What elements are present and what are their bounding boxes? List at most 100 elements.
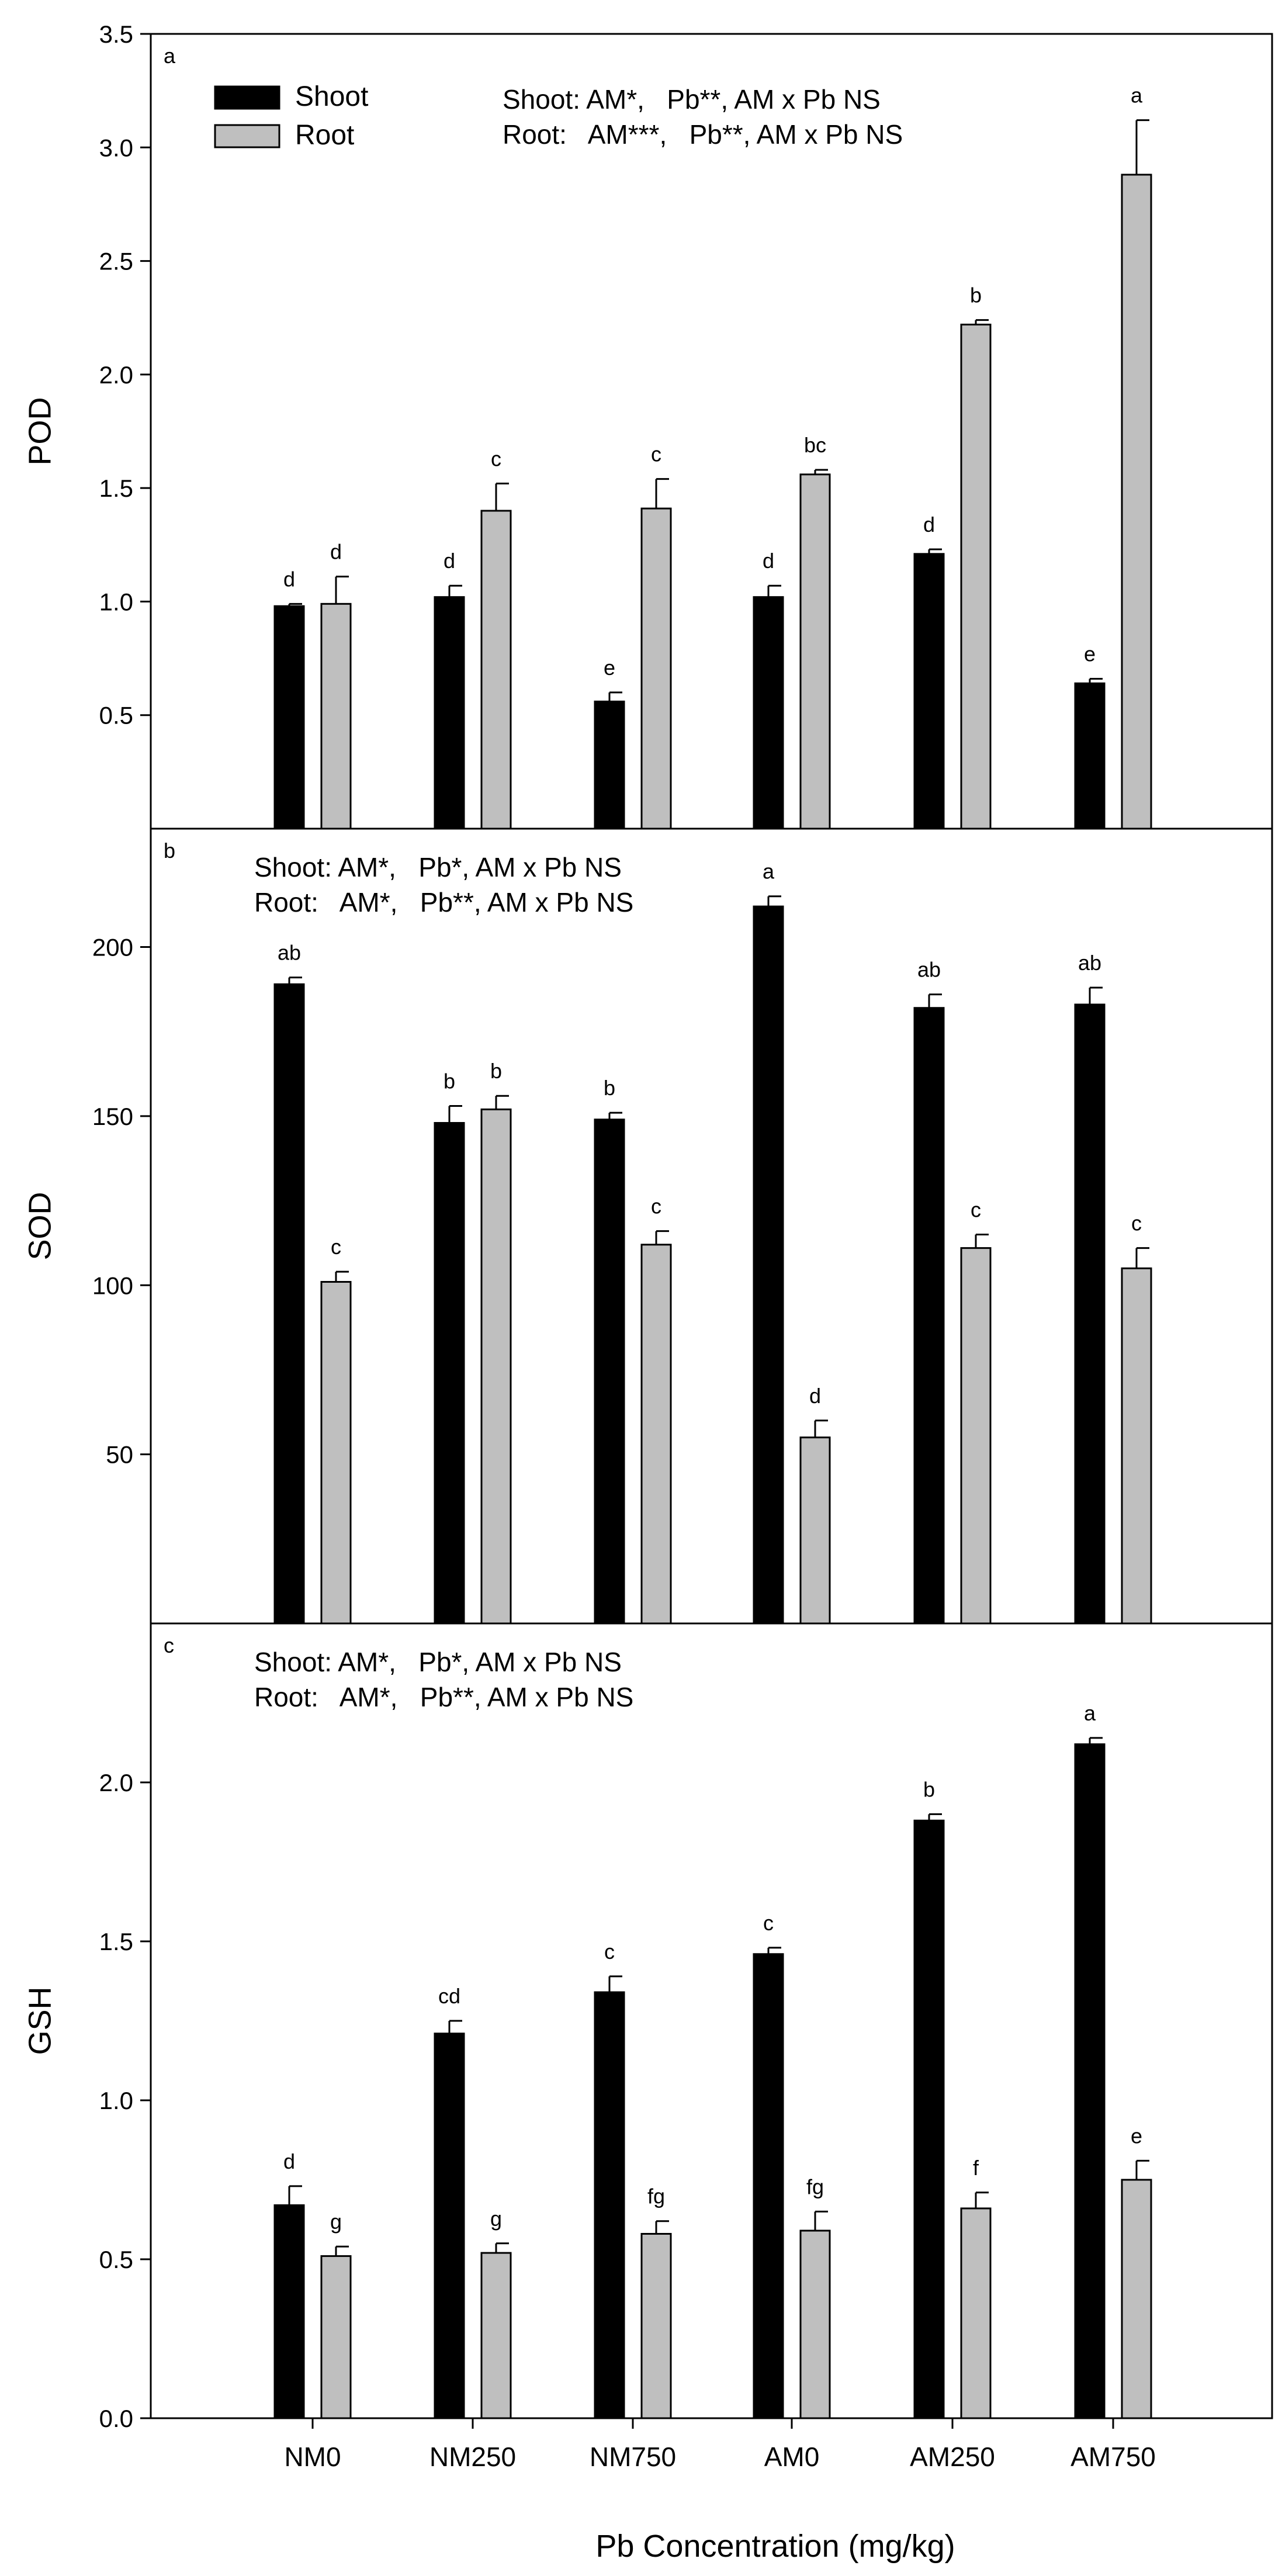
y-tick-label: 100 bbox=[92, 1272, 133, 1299]
bar-root-nm0 bbox=[320, 603, 352, 830]
bar-root-am750 bbox=[1121, 1267, 1152, 1625]
bar-shoot-nm0 bbox=[273, 605, 305, 830]
bar-shoot-nm750 bbox=[594, 1119, 625, 1625]
bar-root-am250 bbox=[960, 323, 992, 830]
y-tick-label: 2.0 bbox=[99, 1769, 133, 1796]
legend-swatch-root bbox=[214, 124, 280, 148]
panel-letter: c bbox=[164, 1633, 174, 1657]
significance-letter: c bbox=[491, 446, 501, 470]
significance-letter: c bbox=[763, 1911, 774, 1935]
bar-root-nm250 bbox=[480, 1108, 512, 1625]
significance-letter: b bbox=[970, 283, 982, 307]
bar-root-nm750 bbox=[640, 507, 672, 830]
stats-annotation: Root: AM*, Pb**, AM x Pb NS bbox=[254, 1682, 633, 1712]
significance-letter: a bbox=[1131, 84, 1143, 108]
bar-shoot-nm750 bbox=[594, 700, 625, 830]
bar-shoot-am0 bbox=[753, 905, 784, 1625]
significance-letter: cd bbox=[438, 1984, 460, 2008]
bar-shoot-nm0 bbox=[273, 2204, 305, 2419]
bar-root-am250 bbox=[960, 1247, 992, 1625]
bar-shoot-am250 bbox=[913, 553, 945, 830]
y-tick-label: 3.0 bbox=[99, 134, 133, 161]
bar-root-am0 bbox=[799, 2229, 831, 2419]
bar-root-nm250 bbox=[480, 510, 512, 830]
legend-swatch-shoot bbox=[214, 85, 280, 110]
y-tick-label: 1.5 bbox=[99, 475, 133, 502]
y-tick-label: 0.5 bbox=[99, 702, 133, 729]
bar-root-am750 bbox=[1121, 2179, 1152, 2419]
x-tick-label: NM750 bbox=[590, 2442, 676, 2472]
panel-frame bbox=[150, 1622, 1273, 2419]
y-tick-label: 3.5 bbox=[99, 20, 133, 48]
bar-shoot-nm250 bbox=[434, 1121, 465, 1625]
significance-letter: b bbox=[604, 1076, 615, 1100]
bar-root-nm250 bbox=[480, 2252, 512, 2419]
panel-a: 0.5 1.0 1.5 2.0 2.5 3.0 3.5 POD a d d e d d e d c c bc b a Sh… bbox=[22, 20, 1273, 830]
significance-letter: d bbox=[444, 549, 455, 573]
significance-letter: bc bbox=[804, 433, 826, 457]
y-tick-label: 2.5 bbox=[99, 248, 133, 275]
significance-letter: g bbox=[330, 2210, 342, 2234]
stats-annotation: Shoot: AM*, Pb**, AM x Pb NS bbox=[503, 84, 881, 115]
bar-shoot-am0 bbox=[753, 596, 784, 830]
bar-shoot-am250 bbox=[913, 1007, 945, 1625]
y-tick-label: 150 bbox=[92, 1103, 133, 1130]
significance-letter: c bbox=[604, 1940, 615, 1964]
x-tick-label: AM0 bbox=[764, 2442, 820, 2472]
x-tick-label: NM0 bbox=[284, 2442, 341, 2472]
x-axis: NM0 NM250 NM750 AM0 AM250 AM750 bbox=[284, 2418, 1156, 2472]
significance-letter: d bbox=[923, 513, 935, 536]
significance-letter: ab bbox=[278, 941, 301, 965]
y-tick-label: 50 bbox=[106, 1441, 133, 1469]
bar-root-am0 bbox=[799, 1436, 831, 1625]
x-tick-label: AM250 bbox=[910, 2442, 995, 2472]
bar-root-nm0 bbox=[320, 1280, 352, 1625]
y-axis-title: SOD bbox=[22, 1192, 57, 1260]
bar-shoot-am750 bbox=[1074, 682, 1106, 830]
significance-letter: d bbox=[283, 567, 295, 591]
significance-letter: c bbox=[331, 1235, 341, 1259]
bar-shoot-nm250 bbox=[434, 2033, 465, 2419]
x-tick-label: NM250 bbox=[429, 2442, 516, 2472]
significance-letter: c bbox=[651, 1194, 661, 1218]
panel-letter: b bbox=[164, 839, 175, 863]
significance-letter: c bbox=[651, 442, 661, 466]
significance-letter: d bbox=[283, 2149, 295, 2173]
significance-letter: e bbox=[604, 656, 615, 680]
y-tick-label: 1.0 bbox=[99, 588, 133, 615]
stats-annotation: Root: AM*, Pb**, AM x Pb NS bbox=[254, 887, 633, 917]
significance-letter: a bbox=[763, 860, 775, 884]
bar-shoot-am750 bbox=[1074, 1003, 1106, 1625]
legend: Shoot Root bbox=[214, 81, 368, 151]
bar-root-nm750 bbox=[640, 1244, 672, 1625]
significance-letter: d bbox=[330, 540, 342, 564]
panel-b: 50 100 150 200 SOD b ab b b a ab ab c b c d c c Shoot: AM*… bbox=[22, 827, 1273, 1625]
y-tick-label: 0.0 bbox=[99, 2405, 133, 2432]
legend-label-shoot: Shoot bbox=[295, 81, 368, 112]
bar-shoot-am250 bbox=[913, 1819, 945, 2419]
y-tick-label: 1.5 bbox=[99, 1928, 133, 1955]
significance-letter: fg bbox=[806, 2175, 824, 2198]
significance-letter: f bbox=[973, 2156, 979, 2180]
significance-letter: b bbox=[923, 1777, 935, 1801]
bar-shoot-nm0 bbox=[273, 983, 305, 1625]
bar-shoot-nm750 bbox=[594, 1991, 625, 2419]
significance-letter: d bbox=[763, 549, 774, 573]
bar-root-am0 bbox=[799, 473, 831, 830]
bar-root-nm0 bbox=[320, 2255, 352, 2419]
significance-letter: e bbox=[1084, 642, 1096, 666]
y-tick-label: 0.5 bbox=[99, 2246, 133, 2273]
significance-letter: b bbox=[444, 1069, 455, 1093]
bar-shoot-nm250 bbox=[434, 596, 465, 830]
bar-shoot-am750 bbox=[1074, 1743, 1106, 2419]
y-tick-label: 1.0 bbox=[99, 2087, 133, 2114]
panel-letter: a bbox=[164, 44, 176, 68]
bar-root-nm750 bbox=[640, 2232, 672, 2419]
y-axis-title: POD bbox=[22, 397, 57, 465]
x-axis-title: Pb Concentration (mg/kg) bbox=[595, 2529, 955, 2564]
y-tick-label: 200 bbox=[92, 934, 133, 961]
significance-letter: b bbox=[490, 1059, 502, 1083]
